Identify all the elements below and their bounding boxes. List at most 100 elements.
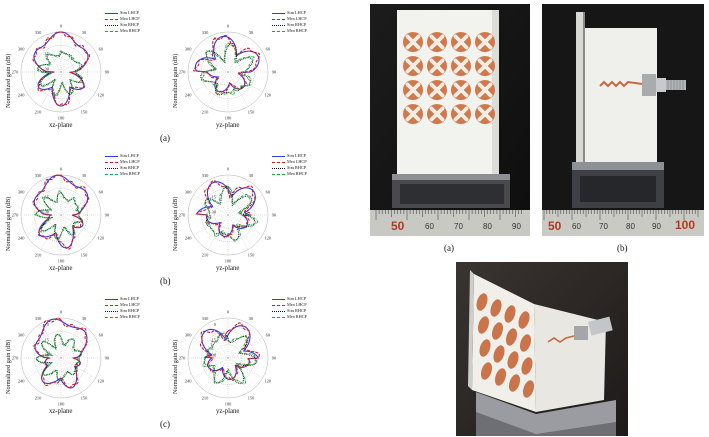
angle-tick-label: 210: [35, 109, 42, 114]
angle-tick-label: 120: [265, 236, 272, 241]
radial-tick-label: -15: [43, 194, 50, 199]
grid-spoke: [227, 357, 249, 393]
legend-swatch: [272, 304, 285, 306]
angle-tick-label: 0: [227, 310, 230, 315]
angle-tick-label: 0: [227, 167, 230, 172]
legend-entry: Sim RHCP: [105, 308, 140, 314]
ruler-a-label-3: 80: [483, 222, 492, 231]
photo-b-side-view: 50 60 70 80 90 100: [542, 4, 704, 236]
ruler-a-label-1: 60: [425, 222, 434, 231]
angle-tick-label: 150: [81, 395, 88, 400]
legend-entry: Mea RHCP: [105, 171, 140, 177]
angle-tick-label: 240: [18, 379, 25, 384]
legend-label: Sim LHCP: [120, 153, 139, 158]
legend-swatch: [105, 24, 118, 26]
legend-entry: Sim RHCP: [105, 22, 140, 28]
angle-tick-label: 90: [272, 213, 277, 218]
series-mea-lhcp: [199, 322, 260, 381]
angle-tick-label: 150: [81, 252, 88, 257]
legend-entry: Mea RHCP: [105, 314, 140, 320]
radial-tick-label: -30: [210, 67, 217, 72]
angle-tick-label: 210: [35, 252, 42, 257]
legend-entry: Mea LHCP: [105, 16, 140, 22]
polar-svg-a-xz-plane: 0 30 60 90 120 150 180 210 240 270 300 330 0 -15 -30: [12, 24, 110, 121]
patch-element: [491, 322, 504, 340]
angle-tick-label: 270: [12, 213, 19, 218]
series-mea-rhcp: [34, 190, 83, 241]
radial-tick-label: -30: [43, 353, 50, 358]
grid-spoke: [227, 51, 263, 73]
ruler-b-label-1: 60: [572, 222, 581, 231]
caption-c: (c): [160, 419, 170, 429]
angle-tick-label: 120: [265, 93, 272, 98]
grid-spoke: [207, 214, 229, 250]
plane-label: xz-plane: [49, 408, 73, 415]
patch-element: [507, 351, 519, 369]
legend-label: Mea LHCP: [120, 302, 140, 307]
angle-tick-label: 60: [99, 190, 104, 195]
patch-element: [504, 305, 516, 323]
ruler-b-label-5: 100: [675, 218, 696, 232]
patch-element: [476, 293, 488, 311]
grid-circle: [187, 317, 269, 399]
radial-tick-label: 0: [214, 322, 217, 327]
grid-circle: [187, 31, 269, 113]
legend-swatch: [272, 24, 285, 26]
angle-tick-label: 90: [105, 213, 110, 218]
plane-label: xz-plane: [49, 122, 73, 129]
angle-tick-label: 30: [249, 173, 254, 178]
plane-label: yz-plane: [216, 408, 240, 415]
angle-tick-label: 90: [272, 70, 277, 75]
legend-label: Sim LHCP: [287, 153, 306, 158]
legend-entry: Mea RHCP: [272, 171, 307, 177]
angle-tick-label: 240: [185, 93, 192, 98]
grid-spoke: [60, 214, 82, 250]
grid-circle: [20, 317, 102, 399]
grid-spoke: [227, 357, 263, 379]
angle-tick-label: 300: [185, 47, 192, 52]
angle-tick-label: 330: [202, 30, 209, 35]
patch-element: [490, 299, 502, 317]
angle-tick-label: 180: [225, 259, 232, 264]
legend: Sim LHCP Mea LHCP Sim RHCP Mea RHCP: [272, 296, 307, 320]
angle-tick-label: 180: [58, 259, 65, 264]
angle-tick-label: 30: [249, 30, 254, 35]
series-mea-lhcp: [32, 174, 90, 250]
angle-tick-label: 210: [35, 395, 42, 400]
legend-entry: Mea RHCP: [272, 28, 307, 34]
legend-swatch: [105, 298, 118, 300]
legend-swatch: [272, 30, 285, 32]
grid-spoke: [60, 71, 96, 93]
grid-spoke: [207, 357, 229, 393]
legend-swatch: [272, 316, 285, 318]
angle-tick-label: 150: [81, 109, 88, 114]
angle-tick-label: 180: [225, 116, 232, 121]
angle-tick-label: 120: [98, 236, 105, 241]
angle-tick-label: 270: [179, 356, 186, 361]
photo-a-front-view: 50 60 70 80 90: [370, 4, 530, 236]
series-sim-lhcp: [33, 31, 89, 107]
angle-tick-label: 150: [248, 109, 255, 114]
legend-label: Sim LHCP: [120, 296, 139, 301]
grid-circle: [214, 201, 242, 229]
patch-element: [508, 374, 521, 392]
legend-label: Mea RHCP: [287, 28, 307, 33]
patch-element: [479, 339, 491, 357]
legend: Sim LHCP Mea LHCP Sim RHCP Mea RHCP: [272, 10, 307, 34]
legend-entry: Mea LHCP: [272, 16, 307, 22]
ruler-a-label-4: 90: [512, 222, 521, 231]
angle-tick-label: 270: [179, 70, 186, 75]
series-mea-rhcp: [36, 50, 83, 97]
legend-label: Sim LHCP: [287, 10, 306, 15]
grid-spoke: [40, 71, 62, 107]
legend-label: Mea RHCP: [287, 314, 307, 319]
angle-tick-label: 330: [202, 316, 209, 321]
patch-element: [519, 334, 532, 352]
patch-element: [493, 345, 505, 363]
caption-b: (b): [160, 276, 171, 286]
legend-entry: Sim LHCP: [272, 296, 307, 302]
ruler-a-label-2: 70: [454, 222, 463, 231]
angle-tick-label: 270: [12, 356, 19, 361]
